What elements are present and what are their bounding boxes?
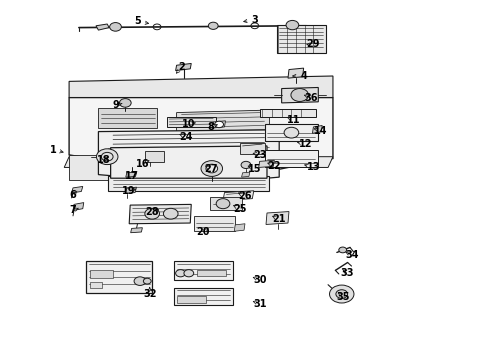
- Bar: [240, 143, 265, 154]
- Text: 6: 6: [70, 190, 76, 201]
- Bar: [174, 288, 233, 305]
- Circle shape: [184, 270, 194, 277]
- Text: 16: 16: [136, 159, 149, 169]
- Circle shape: [201, 161, 222, 176]
- Circle shape: [120, 99, 131, 107]
- Text: 5: 5: [134, 17, 141, 27]
- Polygon shape: [259, 160, 274, 167]
- Text: 26: 26: [238, 191, 252, 201]
- Text: 32: 32: [143, 289, 156, 299]
- Polygon shape: [212, 121, 225, 128]
- Polygon shape: [126, 172, 137, 177]
- Bar: [197, 270, 226, 276]
- Polygon shape: [64, 157, 333, 167]
- Polygon shape: [242, 172, 250, 177]
- Text: 36: 36: [304, 93, 318, 103]
- Bar: [145, 151, 164, 162]
- Text: 8: 8: [207, 122, 214, 132]
- Polygon shape: [69, 155, 108, 180]
- Bar: [194, 216, 235, 231]
- Circle shape: [216, 199, 230, 209]
- Circle shape: [97, 149, 118, 165]
- Polygon shape: [108, 176, 270, 191]
- Polygon shape: [313, 126, 322, 134]
- Bar: [174, 261, 233, 280]
- Bar: [167, 117, 216, 127]
- Circle shape: [175, 270, 185, 277]
- Circle shape: [163, 208, 178, 219]
- Polygon shape: [266, 212, 289, 225]
- Bar: [90, 270, 113, 278]
- Polygon shape: [125, 187, 137, 194]
- Polygon shape: [176, 110, 270, 132]
- Polygon shape: [98, 108, 157, 128]
- Text: 33: 33: [341, 268, 354, 278]
- Circle shape: [241, 161, 251, 168]
- Text: 12: 12: [299, 139, 313, 149]
- Text: 1: 1: [49, 144, 56, 154]
- Polygon shape: [98, 130, 279, 184]
- Polygon shape: [96, 24, 109, 30]
- Polygon shape: [175, 63, 191, 71]
- Bar: [86, 261, 152, 293]
- Text: 17: 17: [125, 171, 138, 181]
- Bar: [176, 296, 206, 303]
- Circle shape: [208, 22, 218, 30]
- Bar: [210, 197, 242, 211]
- Text: 27: 27: [204, 164, 218, 174]
- Text: 21: 21: [272, 215, 286, 224]
- Circle shape: [134, 277, 146, 285]
- Circle shape: [215, 121, 223, 128]
- Bar: [90, 282, 102, 288]
- Polygon shape: [282, 87, 319, 103]
- Circle shape: [291, 89, 309, 102]
- Circle shape: [144, 278, 151, 284]
- Polygon shape: [69, 76, 333, 98]
- Text: 19: 19: [122, 186, 135, 196]
- Text: 11: 11: [287, 115, 300, 125]
- Polygon shape: [69, 98, 333, 180]
- Circle shape: [284, 127, 299, 138]
- Text: 13: 13: [307, 162, 320, 172]
- Circle shape: [336, 290, 347, 298]
- Polygon shape: [73, 203, 84, 211]
- Text: 22: 22: [268, 161, 281, 171]
- Text: 3: 3: [251, 15, 258, 25]
- Text: 14: 14: [314, 126, 327, 135]
- Circle shape: [330, 285, 354, 303]
- Polygon shape: [129, 204, 191, 224]
- Polygon shape: [131, 228, 143, 233]
- Text: 29: 29: [307, 40, 320, 49]
- Text: 20: 20: [196, 227, 210, 237]
- Bar: [265, 150, 318, 167]
- Polygon shape: [234, 224, 245, 231]
- Text: 2: 2: [178, 62, 185, 72]
- Circle shape: [110, 23, 122, 31]
- Text: 23: 23: [253, 150, 267, 160]
- Polygon shape: [111, 146, 267, 178]
- Text: 31: 31: [253, 299, 267, 309]
- Polygon shape: [223, 191, 254, 201]
- Circle shape: [206, 164, 218, 173]
- Text: 30: 30: [253, 275, 267, 285]
- Text: 15: 15: [248, 164, 262, 174]
- Text: 28: 28: [146, 207, 159, 217]
- Circle shape: [145, 208, 159, 219]
- Bar: [277, 25, 326, 53]
- Text: 34: 34: [346, 250, 359, 260]
- Text: 18: 18: [97, 155, 110, 165]
- Bar: [260, 109, 316, 117]
- Circle shape: [339, 247, 346, 253]
- Text: 25: 25: [233, 204, 247, 214]
- Text: 4: 4: [300, 71, 307, 81]
- Polygon shape: [288, 68, 304, 78]
- Text: 7: 7: [70, 206, 76, 216]
- Text: 35: 35: [336, 292, 349, 302]
- Text: 24: 24: [180, 132, 193, 142]
- Circle shape: [286, 21, 299, 30]
- Bar: [265, 124, 318, 141]
- Text: 10: 10: [182, 120, 196, 129]
- Text: 9: 9: [112, 100, 119, 110]
- Polygon shape: [72, 186, 83, 193]
